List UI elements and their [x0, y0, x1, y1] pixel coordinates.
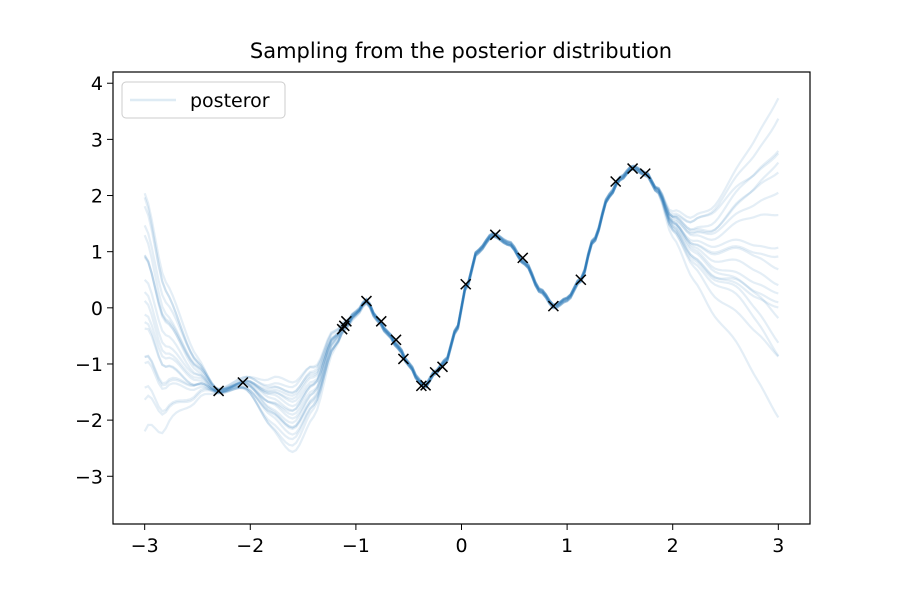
posterior-sample-line	[144, 167, 779, 431]
x-tick-label: 3	[772, 535, 784, 557]
posterior-sample-line	[143, 168, 779, 413]
x-tick-label: −1	[342, 535, 370, 557]
y-tick-label: 1	[91, 242, 103, 264]
posterior-sample-line	[143, 167, 779, 416]
y-tick-label: 2	[91, 186, 103, 208]
posterior-sample-line	[143, 161, 780, 401]
posterior-sample-line	[143, 166, 779, 447]
observation-marker	[639, 168, 651, 180]
posterior-sample-line	[143, 164, 780, 419]
observation-marker	[575, 274, 587, 286]
x-tick-label: 1	[561, 535, 573, 557]
observation-marker	[429, 366, 441, 378]
chart-title: Sampling from the posterior distribution	[250, 39, 672, 63]
observation-marker	[390, 334, 402, 346]
observation-marker	[627, 163, 639, 175]
observation-marker	[415, 380, 427, 392]
y-tick-label: −1	[75, 354, 103, 376]
observation-marker	[360, 295, 372, 307]
observation-marker	[213, 385, 225, 397]
observation-marker	[460, 278, 472, 290]
posterior-samples	[143, 97, 780, 454]
observation-marker	[517, 252, 529, 264]
posterior-sample-line	[144, 168, 780, 441]
y-tick-label: 4	[91, 73, 103, 95]
legend-label: posteror	[190, 90, 270, 112]
legend: posteror	[121, 81, 286, 119]
posterior-sample-line	[144, 167, 780, 429]
observation-marker	[397, 353, 409, 365]
observation-marker	[237, 376, 249, 389]
posterior-sample-line	[143, 167, 779, 390]
posterior-sample-line	[144, 150, 780, 436]
y-axis: −3 −2 −1 0 1 2 3 4	[75, 73, 113, 488]
observation-marker	[547, 300, 559, 312]
x-tick-label: −2	[236, 535, 264, 557]
observation-marker	[340, 315, 352, 327]
x-tick-label: −3	[131, 535, 159, 557]
posterior-sample-line	[143, 165, 779, 395]
observation-marker	[420, 379, 432, 391]
y-tick-label: 0	[91, 298, 103, 320]
x-tick-label: 0	[455, 535, 467, 557]
posterior-sample-line	[143, 168, 779, 397]
observation-markers	[213, 163, 651, 397]
observation-marker	[436, 361, 449, 373]
legend-frame	[121, 81, 286, 119]
y-tick-label: −2	[75, 410, 103, 432]
posterior-sample-line	[143, 165, 780, 403]
x-tick-label: 2	[667, 535, 679, 557]
posterior-sample-line	[143, 164, 779, 454]
observation-marker	[336, 323, 348, 335]
observation-marker	[610, 175, 622, 188]
posterior-sample-line	[143, 166, 779, 394]
posterior-sample-line	[144, 164, 779, 429]
posterior-sample-line	[143, 164, 780, 408]
observation-marker	[489, 229, 501, 241]
y-tick-label: 3	[91, 129, 103, 151]
posterior-sample-line	[144, 152, 780, 425]
observation-marker	[375, 315, 387, 327]
y-tick-label: −3	[75, 466, 103, 488]
posterior-sample-line	[143, 97, 780, 394]
posterior-sample-line	[144, 118, 780, 420]
x-axis: −3 −2 −1 0 1 2 3	[131, 524, 784, 557]
